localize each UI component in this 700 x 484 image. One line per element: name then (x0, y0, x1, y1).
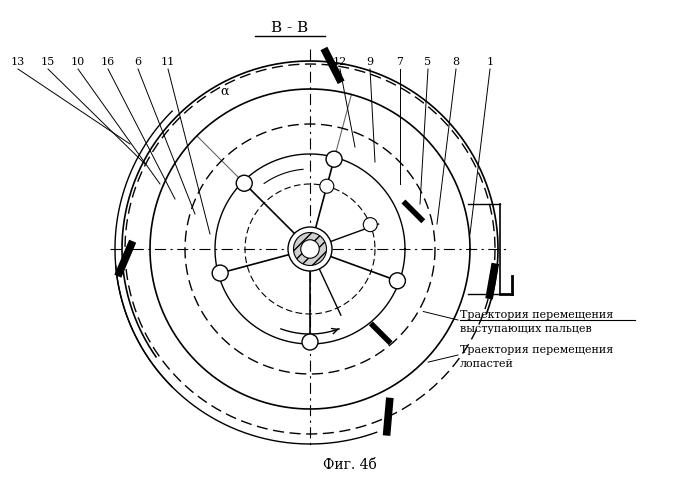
Text: 5: 5 (424, 57, 432, 67)
Text: 13: 13 (11, 57, 25, 67)
Circle shape (301, 240, 319, 259)
Text: Траектория перемещения: Траектория перемещения (460, 309, 613, 319)
Text: 12: 12 (333, 57, 347, 67)
Circle shape (293, 233, 326, 266)
Text: выступающих пальцев: выступающих пальцев (460, 323, 592, 333)
Text: 16: 16 (101, 57, 115, 67)
Circle shape (302, 334, 318, 350)
Circle shape (389, 273, 405, 289)
Text: 8: 8 (452, 57, 460, 67)
Bar (296, 237, 324, 258)
Circle shape (363, 218, 377, 232)
Text: α: α (220, 85, 228, 98)
Text: 15: 15 (41, 57, 55, 67)
Text: 6: 6 (134, 57, 141, 67)
Text: лопастей: лопастей (460, 358, 514, 368)
Circle shape (288, 227, 332, 272)
Text: 10: 10 (71, 57, 85, 67)
Text: 1: 1 (486, 57, 493, 67)
Text: 11: 11 (161, 57, 175, 67)
Text: 7: 7 (396, 57, 403, 67)
Text: В - В: В - В (272, 21, 309, 35)
Circle shape (212, 266, 228, 282)
Circle shape (236, 176, 252, 192)
Circle shape (320, 180, 334, 194)
Text: 9: 9 (366, 57, 374, 67)
Text: Траектория перемещения: Траектория перемещения (460, 344, 613, 354)
Text: Фиг. 4б: Фиг. 4б (323, 457, 377, 471)
Circle shape (326, 152, 342, 168)
